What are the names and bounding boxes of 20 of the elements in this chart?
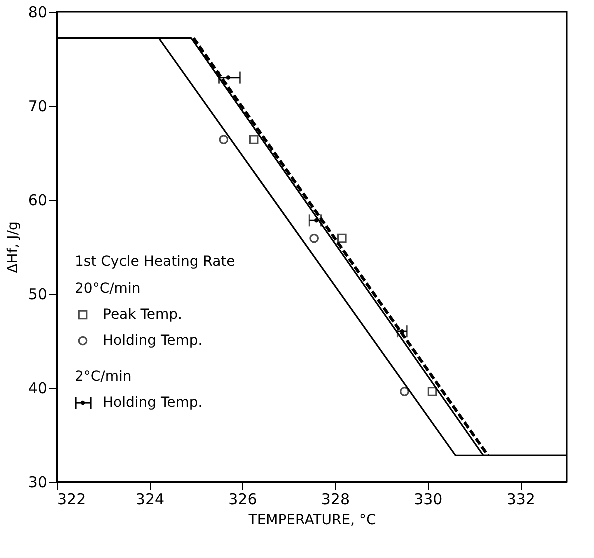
y-tick-label: 80 <box>28 4 48 22</box>
x-tick-label: 324 <box>136 490 165 508</box>
y-tick-label: 30 <box>28 474 48 492</box>
x-tick-label: 330 <box>414 490 443 508</box>
annotation: 20°C/min <box>75 281 141 297</box>
annotation: 2°C/min <box>75 369 132 385</box>
x-tick-label: 322 <box>58 490 86 508</box>
x-tick-label: 326 <box>228 490 258 508</box>
y-tick-label: 50 <box>28 286 48 304</box>
y-tick-label: 40 <box>28 380 48 398</box>
y-axis-title: ΔHf, J/g <box>5 222 22 274</box>
legend-title: 1st Cycle Heating Rate <box>75 254 236 270</box>
legend-label: Holding Temp. <box>103 333 203 349</box>
x-tick-label: 328 <box>321 490 350 508</box>
x-tick-label: 332 <box>506 490 536 508</box>
x-axis-title: TEMPERATURE, °C <box>248 512 376 528</box>
y-tick-label: 70 <box>28 98 48 116</box>
legend-label: Peak Temp. <box>103 307 182 323</box>
y-tick-label: 60 <box>28 192 48 210</box>
legend-label: Holding Temp. <box>103 395 203 411</box>
